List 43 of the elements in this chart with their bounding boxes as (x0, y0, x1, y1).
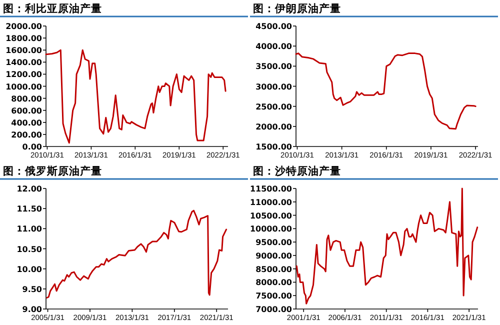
y-tick-label: 0.00 (22, 142, 42, 152)
y-tick-label: 9.00 (22, 305, 42, 314)
y-tick-label: 9.50 (22, 284, 42, 294)
y-tick-label: 11.00 (16, 224, 42, 234)
y-tick-label: 10.00 (16, 264, 42, 274)
y-tick-label: 1400.00 (6, 58, 42, 68)
y-tick-label: 9500.00 (256, 238, 292, 248)
line-series (46, 210, 228, 298)
y-tick-label: 4000.00 (256, 42, 292, 52)
y-tick-label: 7000.00 (256, 305, 292, 314)
y-tick-label: 600.00 (11, 106, 42, 116)
y-tick-label: 11000.00 (250, 198, 292, 207)
line-series (45, 49, 226, 144)
y-tick-label: 1000.00 (6, 82, 42, 92)
y-tick-label: 2000.00 (6, 22, 42, 31)
y-tick-label: 1800.00 (6, 34, 42, 44)
y-tick-label: 2500.00 (256, 102, 292, 112)
y-tick-label: 11500.00 (250, 184, 292, 194)
y-tick-label: 2000.00 (256, 122, 292, 132)
y-tick-label: 1200.00 (6, 70, 42, 80)
y-tick-label: 10000.00 (250, 224, 292, 234)
y-tick-label: 10500.00 (250, 211, 292, 220)
y-tick-label: 8000.00 (256, 278, 292, 288)
y-tick-label: 12.00 (16, 184, 42, 194)
chart-title: 图：利比亚原油产量 (3, 2, 102, 15)
y-tick-label: 10.50 (16, 244, 42, 254)
line-series (295, 52, 476, 130)
y-tick-label: 4500.00 (256, 22, 292, 31)
chart-title: 图：沙特原油产量 (253, 164, 341, 178)
chart-title: 图：俄罗斯原油产量 (3, 164, 102, 178)
y-tick-label: 1600.00 (6, 46, 42, 56)
y-tick-label: 9000.00 (256, 251, 292, 260)
y-tick-label: 1500.00 (256, 142, 292, 152)
y-tick-label: 400.00 (11, 118, 42, 128)
chart-title: 图：伊朗原油产量 (253, 2, 341, 15)
y-tick-label: 3500.00 (256, 62, 292, 72)
y-tick-label: 200.00 (11, 130, 42, 140)
y-tick-label: 800.00 (11, 94, 42, 104)
y-tick-label: 7500.00 (256, 292, 292, 301)
y-tick-label: 11.50 (16, 204, 42, 214)
line-series (296, 188, 478, 304)
y-tick-label: 3000.00 (256, 82, 292, 92)
y-tick-label: 8500.00 (256, 264, 292, 274)
